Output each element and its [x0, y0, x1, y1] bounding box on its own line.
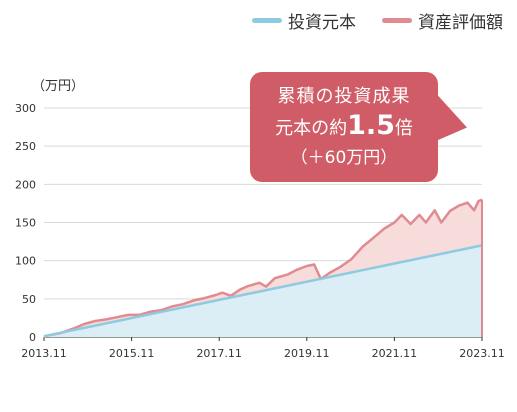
- callout-line2-prefix: 元本の約: [275, 118, 348, 139]
- y-tick-label-100: 100: [15, 255, 36, 268]
- legend-item-valuation: 資産評価額: [382, 8, 503, 33]
- chart-legend: 投資元本 資産評価額: [226, 8, 503, 33]
- legend-swatch-principal: [252, 18, 282, 23]
- y-tick-label-300: 300: [15, 102, 36, 115]
- legend-label-valuation: 資産評価額: [418, 13, 503, 33]
- legend-label-principal: 投資元本: [288, 13, 356, 33]
- chart-areas: [44, 199, 482, 337]
- callout-line2-suffix: 倍: [394, 118, 413, 139]
- x-tick-label-2015.11: 2015.11: [109, 347, 155, 360]
- callout-box: 累積の投資成果 元本の約1.5倍 （＋60万円）: [250, 72, 438, 182]
- x-tick-label-2017.11: 2017.11: [196, 347, 242, 360]
- callout-line2: 元本の約1.5倍: [250, 110, 438, 141]
- y-tick-label-250: 250: [15, 140, 36, 153]
- x-tick-label-2019.11: 2019.11: [284, 347, 330, 360]
- x-tick-labels: 2013.11 2015.11 2017.11 2019.11 2021.11 2023.…: [21, 347, 505, 360]
- y-tick-label-150: 150: [15, 217, 36, 230]
- callout-line1: 累積の投資成果: [277, 86, 411, 107]
- chart-lines: [43, 198, 483, 338]
- legend-swatch-valuation: [382, 18, 412, 23]
- y-tick-label-0: 0: [29, 331, 36, 344]
- y-axis-unit: （万円）: [32, 79, 85, 94]
- y-tick-label-50: 50: [22, 293, 36, 306]
- principal-line: [43, 244, 483, 338]
- callout-line3: （＋60万円）: [290, 148, 398, 168]
- y-tick-label-200: 200: [15, 178, 36, 191]
- x-tick-label-2021.11: 2021.11: [372, 347, 418, 360]
- valuation-line: [43, 198, 483, 338]
- x-tick-label-2023.11: 2023.11: [459, 347, 505, 360]
- legend-item-principal: 投資元本: [252, 8, 356, 33]
- y-tick-labels: 0 50 100 150 200 250 300: [15, 102, 36, 344]
- x-tick-label-2013.11: 2013.11: [21, 347, 67, 360]
- callout-multiplier: 1.5: [347, 110, 395, 141]
